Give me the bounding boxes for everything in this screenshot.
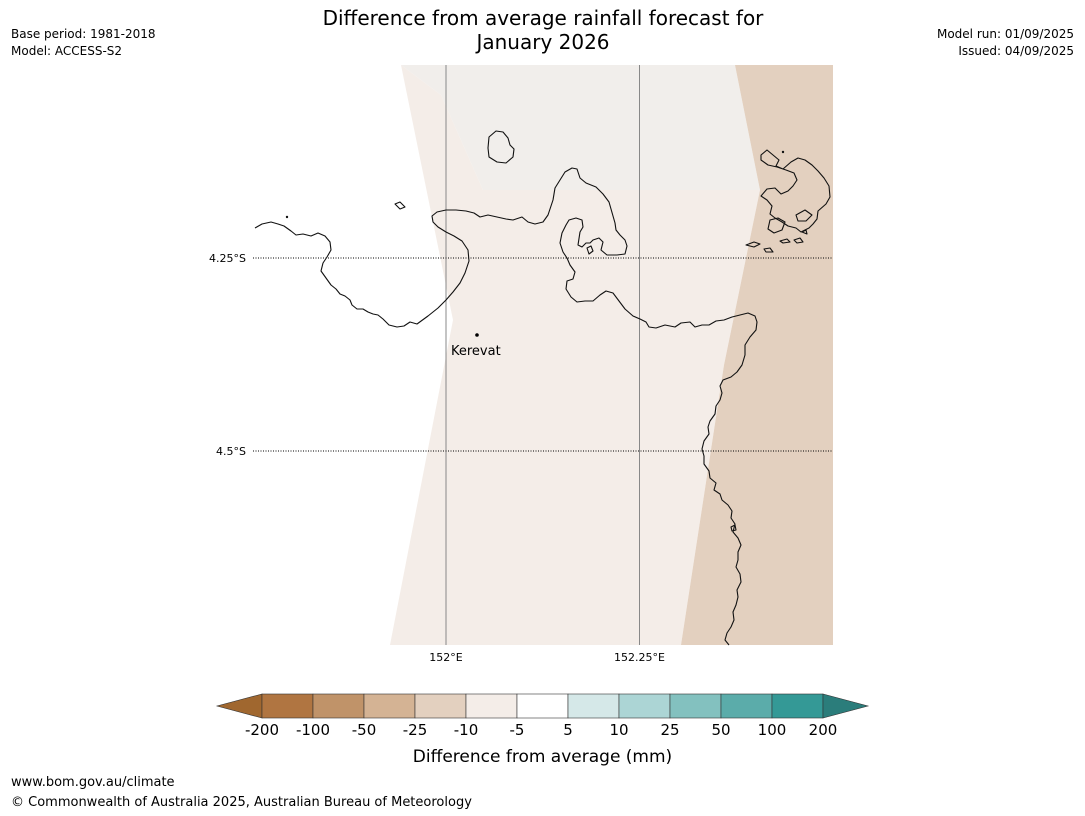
base-period: Base period: 1981-2018 — [11, 27, 156, 41]
colorbar-segment — [567, 693, 620, 719]
colorbar-tick-label: -200 — [245, 721, 279, 739]
model-run: Model run: 01/09/2025 — [936, 27, 1074, 41]
metadata-right: Model run: 01/09/2025 Issued: 04/09/2025 — [937, 26, 1074, 60]
coastline-duke-islet-5 — [779, 238, 791, 244]
coastline-duke-islet-7 — [801, 229, 808, 235]
colorbar-tick-label: -25 — [403, 721, 428, 739]
coastline-watom-island — [487, 130, 515, 164]
colorbar-segment — [312, 693, 365, 719]
footer-url: www.bom.gov.au/climate — [11, 775, 175, 790]
forecast-regions — [390, 65, 833, 645]
coastline-duke-islet-3 — [745, 241, 761, 248]
coastline-duke-islet-4 — [763, 247, 774, 253]
colorbar-tick-label: 200 — [809, 721, 838, 739]
colorbar — [215, 693, 870, 719]
place-label-kerevat: Kerevat — [451, 344, 501, 359]
colorbar-segment — [465, 693, 518, 719]
colorbar-tick-label: -10 — [454, 721, 479, 739]
colorbar-tick-label: 10 — [609, 721, 628, 739]
colorbar-tick-label: -100 — [296, 721, 330, 739]
coastline-dot-1 — [285, 215, 289, 219]
colorbar-tick-label: 50 — [711, 721, 730, 739]
colorbar-segment — [516, 693, 569, 719]
colorbar-tick-label: 25 — [660, 721, 679, 739]
title-line-2: January 2026 — [476, 30, 610, 54]
map-title: Difference from average rainfall forecas… — [243, 6, 843, 54]
colorbar-segment — [363, 693, 416, 719]
colorbar-segment — [414, 693, 467, 719]
coastline-south-islet — [730, 524, 737, 532]
colorbar-tick-label: 5 — [563, 721, 573, 739]
region-tan — [681, 65, 833, 645]
colorbar-segment — [720, 693, 773, 719]
colorbar-extend-high — [822, 693, 870, 719]
lat-label-4-5: 4.5°S — [216, 445, 246, 458]
colorbar-title: Difference from average (mm) — [413, 747, 672, 767]
coastline-inlet — [586, 245, 594, 255]
coastline-duke-islet-2 — [795, 209, 813, 222]
coastline-gazelle-peninsula — [254, 167, 758, 646]
region-pale — [401, 65, 760, 190]
model-name: Model: ACCESS-S2 — [11, 44, 123, 58]
colorbar-tick-label: 100 — [758, 721, 787, 739]
colorbar-tick-label: -50 — [352, 721, 377, 739]
coastline-duke-islet-1 — [767, 217, 786, 234]
lon-label-152-25: 152.25°E — [614, 651, 665, 664]
coastline-dot-2 — [781, 150, 785, 154]
kerevat-marker — [475, 333, 479, 337]
coastline-duke-of-york — [760, 149, 831, 233]
lat-label-4-25: 4.25°S — [209, 252, 246, 265]
region-light — [390, 65, 760, 645]
colorbar-tick-label: -5 — [510, 721, 525, 739]
colorbar-segment — [261, 693, 314, 719]
colorbar-labels: -200 -100 -50 -25 -10 -5 5 10 25 50 100 200 — [245, 721, 837, 739]
coastline-duke-islet-6 — [793, 237, 804, 244]
colorbar-extend-low — [215, 693, 263, 719]
map-gridlines — [253, 65, 833, 645]
coastline-small-islet — [394, 201, 406, 210]
lon-label-152: 152°E — [429, 651, 462, 664]
metadata-left: Base period: 1981-2018 Model: ACCESS-S2 — [11, 26, 156, 60]
colorbar-segment — [618, 693, 671, 719]
colorbar-segment — [669, 693, 722, 719]
issued-date: Issued: 04/09/2025 — [958, 44, 1074, 58]
title-line-1: Difference from average rainfall forecas… — [322, 6, 764, 30]
colorbar-segment — [771, 693, 824, 719]
coastlines — [254, 130, 831, 646]
footer-copyright: © Commonwealth of Australia 2025, Austra… — [11, 795, 472, 810]
